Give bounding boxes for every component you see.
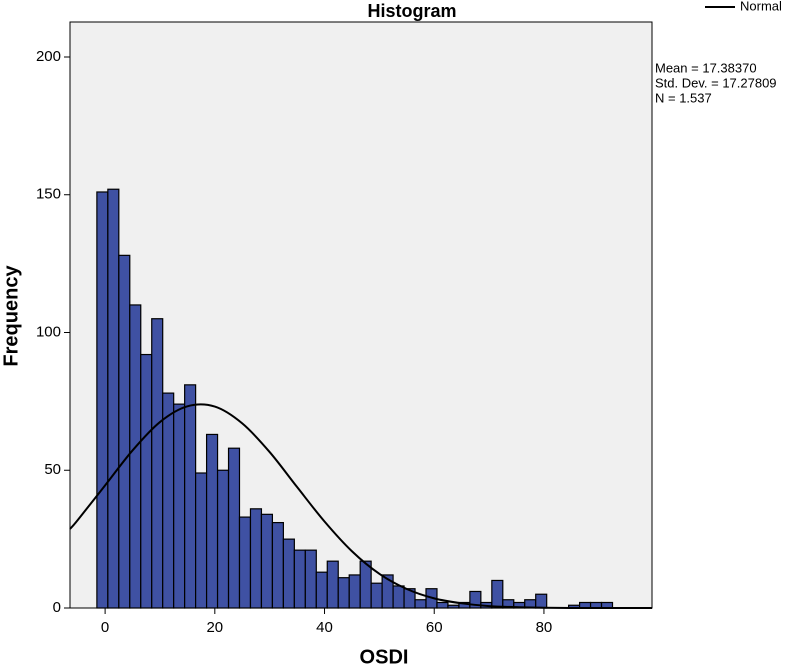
bar (359, 560, 372, 609)
bar (227, 447, 241, 609)
x-tick-label: 60 (426, 619, 443, 636)
x-tick-label: 40 (316, 619, 333, 636)
y-tick-label: 150 (36, 186, 61, 203)
y-tick-label: 100 (36, 323, 61, 340)
y-tick-label: 0 (53, 599, 61, 616)
x-tick-label: 80 (536, 619, 553, 636)
stat-note: Std. Dev. = 17.27809 (655, 75, 777, 90)
bar (447, 604, 460, 609)
bar (216, 469, 230, 609)
bar (348, 574, 361, 609)
bar (140, 353, 153, 609)
chart-title: Histogram (367, 1, 456, 21)
bar (469, 590, 482, 609)
x-axis-label: OSDI (360, 646, 409, 668)
bar (249, 508, 263, 609)
bar (173, 403, 186, 609)
bar (118, 254, 131, 609)
bar (293, 549, 306, 609)
bar (491, 579, 504, 609)
bar (238, 516, 252, 609)
bar (370, 582, 383, 609)
y-tick-label: 50 (44, 461, 61, 478)
stat-note: N = 1.537 (655, 90, 712, 105)
bar (205, 433, 219, 609)
legend-label: Normal (740, 0, 782, 13)
x-tick-label: 0 (101, 619, 109, 636)
bar (436, 601, 449, 609)
bar (195, 472, 208, 609)
bar (326, 560, 339, 609)
bar (282, 538, 295, 609)
bar (535, 593, 548, 609)
bar (271, 521, 284, 609)
bar (96, 191, 109, 609)
bar (162, 392, 175, 609)
bar (315, 571, 328, 609)
bar (337, 577, 350, 609)
bar (107, 188, 120, 609)
bar (414, 599, 427, 609)
bar (129, 304, 142, 609)
bar (184, 384, 197, 609)
y-axis-label: Frequency (0, 265, 22, 367)
stat-note: Mean = 17.38370 (655, 60, 757, 75)
normal-curve (69, 403, 652, 610)
bar (151, 318, 164, 609)
bar (403, 588, 416, 609)
bar (392, 585, 405, 609)
bar (260, 513, 274, 609)
bar (304, 549, 317, 609)
x-tick-label: 20 (206, 619, 223, 636)
y-tick-label: 200 (36, 48, 61, 65)
